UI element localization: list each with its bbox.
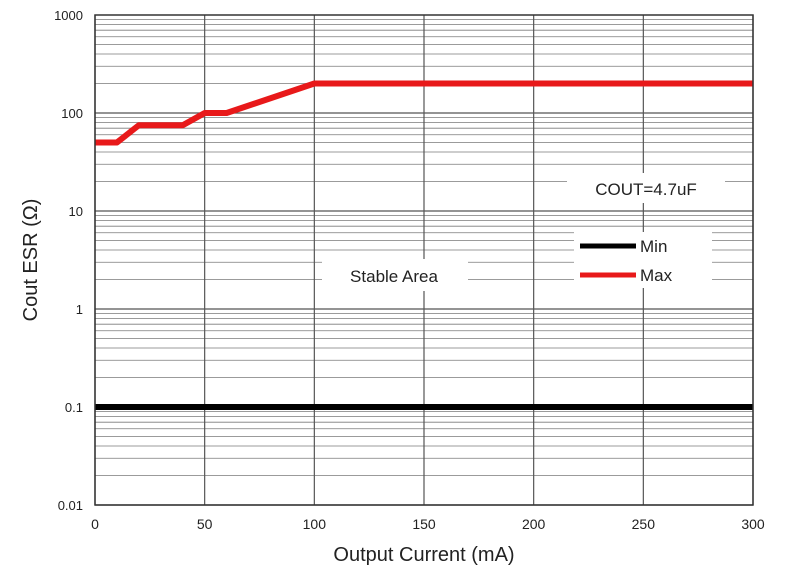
y-tick-labels: 0.01 0.1 1 10 100 1000 xyxy=(54,8,83,513)
legend: Min Max xyxy=(574,232,712,288)
legend-label-min: Min xyxy=(640,237,667,256)
y-tick-label: 10 xyxy=(69,204,83,219)
annotation-cout-label: COUT=4.7uF xyxy=(595,180,697,199)
x-tick-label: 300 xyxy=(741,516,765,532)
y-tick-label: 0.1 xyxy=(65,400,83,415)
y-tick-label: 1 xyxy=(76,302,83,317)
x-tick-label: 0 xyxy=(91,516,99,532)
series-line-max xyxy=(95,80,753,146)
series-lines xyxy=(95,80,753,410)
x-tick-label: 150 xyxy=(412,516,436,532)
x-tick-label: 250 xyxy=(632,516,656,532)
x-tick-labels: 0 50 100 150 200 250 300 xyxy=(91,516,765,532)
annotation-stable-area-background xyxy=(322,259,468,291)
y-axis-label: Cout ESR (Ω) xyxy=(20,199,42,322)
legend-label-max: Max xyxy=(640,266,673,285)
annotation-stable-area-label: Stable Area xyxy=(350,267,438,286)
y-tick-label: 0.01 xyxy=(58,498,83,513)
y-tick-label: 1000 xyxy=(54,8,83,23)
plot-frame xyxy=(94,14,754,506)
x-tick-label: 200 xyxy=(522,516,546,532)
legend-background xyxy=(574,232,712,288)
x-axis-label: Output Current (mA) xyxy=(333,544,514,566)
annotation-cout-background xyxy=(567,173,725,203)
annotation-cout: COUT=4.7uF xyxy=(567,173,725,203)
annotation-stable-area: Stable Area xyxy=(322,259,468,291)
x-tick-label: 50 xyxy=(197,516,213,532)
y-tick-label: 100 xyxy=(61,106,83,121)
x-tick-label: 100 xyxy=(303,516,327,532)
